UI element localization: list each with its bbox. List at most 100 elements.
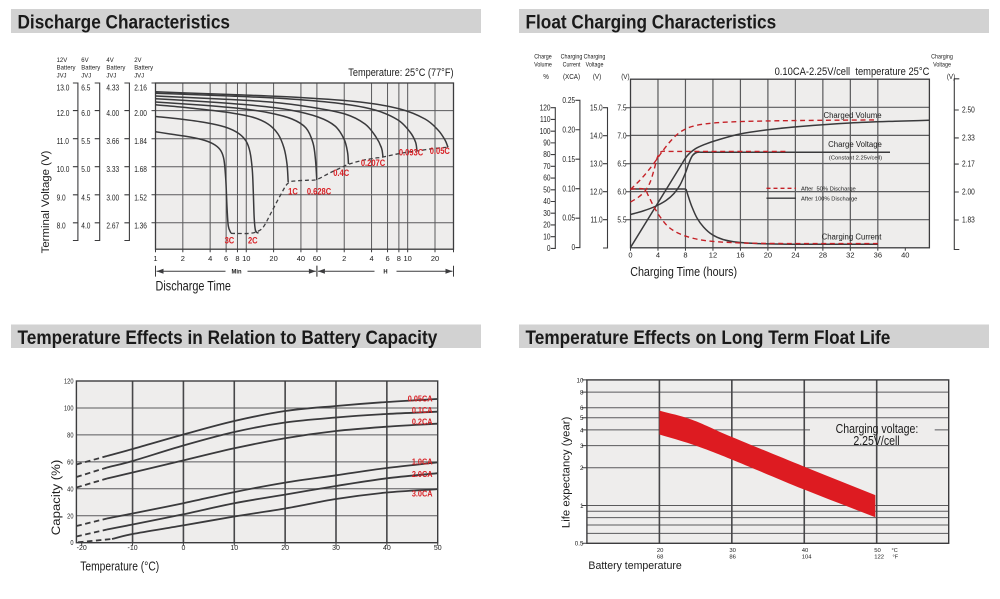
- svg-text:12: 12: [709, 251, 717, 260]
- svg-text:Charge: Charge: [534, 54, 552, 60]
- svg-text:2.00: 2.00: [134, 108, 147, 118]
- svg-text:(XCA): (XCA): [563, 74, 580, 81]
- svg-text:2.67: 2.67: [106, 221, 119, 231]
- svg-text:Discharge Characteristics: Discharge Characteristics: [18, 12, 230, 33]
- svg-text:10: 10: [242, 254, 250, 263]
- svg-text:60: 60: [313, 254, 321, 263]
- svg-text:0.20: 0.20: [562, 125, 575, 135]
- svg-text:4: 4: [369, 254, 373, 263]
- svg-text:4: 4: [580, 427, 584, 434]
- svg-text:°C: °C: [892, 548, 898, 554]
- svg-text:-10: -10: [127, 545, 137, 552]
- svg-text:2.0CA: 2.0CA: [412, 469, 433, 479]
- svg-text:2: 2: [181, 254, 185, 263]
- svg-text:40: 40: [383, 545, 391, 552]
- svg-text:5: 5: [580, 415, 584, 422]
- svg-text:100: 100: [540, 126, 551, 136]
- svg-text:12.0: 12.0: [57, 108, 70, 118]
- svg-text:20: 20: [281, 545, 289, 552]
- svg-text:90: 90: [543, 138, 550, 148]
- svg-text:15.0: 15.0: [590, 103, 603, 113]
- svg-text:104: 104: [802, 554, 813, 560]
- svg-text:(V): (V): [593, 74, 601, 81]
- svg-text:2.00: 2.00: [962, 187, 975, 197]
- svg-text:Temperature: 25°C (77°F): Temperature: 25°C (77°F): [348, 67, 453, 79]
- svg-text:Charging Current: Charging Current: [822, 232, 883, 241]
- svg-text:40: 40: [802, 548, 809, 554]
- svg-text:Min: Min: [231, 268, 241, 275]
- svg-text:24: 24: [791, 251, 799, 260]
- svg-text:After 100% Discharge: After 100% Discharge: [801, 196, 857, 202]
- svg-text:Battery: Battery: [134, 65, 154, 72]
- svg-text:36: 36: [874, 251, 882, 260]
- svg-text:120: 120: [64, 378, 74, 386]
- svg-text:9.0: 9.0: [57, 193, 66, 203]
- svg-text:Charging: Charging: [584, 54, 606, 60]
- svg-text:Charged Volume: Charged Volume: [823, 111, 881, 120]
- svg-text:1C: 1C: [288, 187, 298, 197]
- svg-text:JVJ: JVJ: [81, 72, 91, 79]
- svg-text:°F: °F: [893, 554, 899, 560]
- svg-text:%: %: [543, 74, 549, 81]
- svg-text:Voltage: Voltage: [933, 62, 951, 68]
- svg-text:5.5: 5.5: [81, 137, 90, 147]
- svg-text:20: 20: [431, 254, 439, 263]
- svg-text:After 50% Discharge: After 50% Discharge: [801, 186, 856, 192]
- svg-text:Temperature Effects on Long Te: Temperature Effects on Long Term Float L…: [526, 327, 891, 348]
- svg-text:0.05C: 0.05C: [430, 146, 450, 156]
- svg-text:6.5: 6.5: [617, 159, 626, 169]
- svg-text:14.0: 14.0: [590, 131, 603, 141]
- svg-text:20: 20: [269, 254, 277, 263]
- svg-text:0.10CA-2.25V/cell temperature: 0.10CA-2.25V/cell temperature 25°C: [775, 66, 930, 78]
- svg-text:6.0: 6.0: [81, 108, 90, 118]
- svg-text:80: 80: [67, 432, 74, 440]
- svg-text:Battery: Battery: [106, 65, 126, 72]
- svg-text:JVJ: JVJ: [134, 72, 144, 79]
- svg-text:Float Charging Characteristics: Float Charging Characteristics: [526, 12, 777, 33]
- svg-text:-20: -20: [77, 545, 87, 552]
- svg-text:10: 10: [543, 232, 550, 242]
- svg-text:10: 10: [403, 254, 411, 263]
- svg-text:10: 10: [230, 545, 238, 552]
- svg-text:30: 30: [332, 545, 340, 552]
- svg-text:Terminal Voltage (V): Terminal Voltage (V): [40, 150, 52, 253]
- svg-text:Charging voltage:: Charging voltage:: [836, 421, 919, 436]
- svg-text:H: H: [383, 268, 388, 275]
- svg-text:3: 3: [580, 443, 584, 450]
- svg-text:50: 50: [434, 545, 442, 552]
- svg-text:5.5: 5.5: [617, 215, 626, 225]
- svg-text:4.33: 4.33: [106, 83, 119, 93]
- svg-text:6: 6: [580, 405, 584, 412]
- svg-text:Capacity (%): Capacity (%): [50, 460, 63, 536]
- svg-text:11.0: 11.0: [57, 137, 69, 147]
- svg-text:0.05: 0.05: [562, 213, 575, 223]
- svg-text:2.16: 2.16: [134, 83, 147, 93]
- svg-text:6.0: 6.0: [617, 187, 626, 197]
- svg-text:7.5: 7.5: [617, 103, 626, 113]
- svg-text:2: 2: [342, 254, 346, 263]
- svg-text:0: 0: [571, 243, 575, 253]
- svg-text:70: 70: [543, 161, 550, 171]
- svg-text:3.00: 3.00: [106, 193, 119, 203]
- svg-text:1: 1: [580, 503, 584, 510]
- svg-text:1.52: 1.52: [134, 193, 147, 203]
- svg-text:0.15: 0.15: [562, 154, 575, 164]
- svg-text:4.5: 4.5: [81, 193, 90, 203]
- svg-text:(Constant 2.25v/cell): (Constant 2.25v/cell): [829, 155, 882, 161]
- svg-text:50: 50: [874, 548, 881, 554]
- svg-text:Life expectancy (year): Life expectancy (year): [560, 416, 572, 528]
- svg-text:4V: 4V: [106, 57, 114, 64]
- svg-text:10.0: 10.0: [57, 165, 70, 175]
- svg-text:80: 80: [543, 150, 550, 160]
- svg-text:0: 0: [547, 243, 551, 253]
- svg-text:2V: 2V: [134, 57, 142, 64]
- svg-text:0.1CA: 0.1CA: [412, 405, 433, 415]
- svg-text:20: 20: [543, 220, 550, 230]
- svg-text:10: 10: [577, 377, 584, 384]
- svg-text:1.83: 1.83: [962, 215, 975, 225]
- svg-text:40: 40: [901, 251, 909, 260]
- svg-text:50: 50: [543, 185, 550, 195]
- svg-text:6: 6: [385, 254, 389, 263]
- svg-text:13.0: 13.0: [57, 83, 70, 93]
- svg-text:6: 6: [224, 254, 228, 263]
